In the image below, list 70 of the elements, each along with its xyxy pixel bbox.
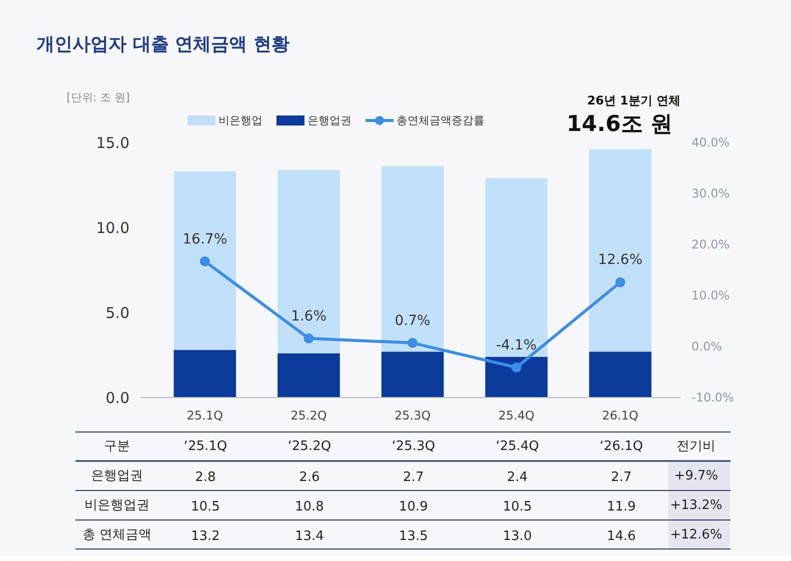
- bar: [174, 350, 236, 398]
- bar: [485, 356, 548, 398]
- bar: [278, 353, 340, 398]
- y-tick-label: 0.0: [106, 389, 130, 407]
- y2-tick-label: 0.0%: [692, 340, 722, 354]
- text: +12.6%: [670, 527, 722, 542]
- text: 총 연체금액: [82, 527, 152, 542]
- legend-label: 비은행업: [218, 114, 262, 127]
- y2-tick-label: 40.0%: [692, 136, 730, 150]
- data-label: 16.7%: [182, 231, 228, 248]
- data-label: 10.5: [502, 499, 532, 514]
- text: 비은행업권: [84, 498, 150, 513]
- bar: [589, 149, 652, 352]
- point: [511, 362, 522, 372]
- point: [408, 338, 418, 348]
- y2-tick-label: 30.0%: [692, 186, 730, 200]
- y2-tick-label: 10.0%: [692, 288, 730, 302]
- text: 14.6조 원: [566, 112, 672, 137]
- bar: [381, 166, 444, 352]
- data-label: 10.9: [398, 499, 428, 514]
- text: 13.2: [190, 528, 220, 544]
- data-label: 10.8: [294, 499, 324, 514]
- x-tick-label: 25.4Q: [498, 408, 535, 422]
- bar: [589, 352, 652, 398]
- text: 구분: [104, 438, 130, 454]
- y-tick-label: 5.0: [106, 304, 130, 322]
- y-axis-title: [단위: 조 원]: [66, 91, 130, 104]
- data-label: 0.7%: [394, 312, 430, 329]
- text: 전기비: [676, 438, 716, 454]
- data-label: 2.6: [299, 470, 320, 485]
- data-label: 12.6%: [598, 252, 643, 268]
- chart-title: 개인사업자 대출 연체금액 현황: [36, 34, 290, 55]
- data-label: 1.6%: [290, 308, 327, 324]
- x-tick-label: 25.2Q: [290, 408, 327, 422]
- bar: [278, 170, 340, 354]
- text: 13.0: [502, 528, 532, 544]
- text: ‘25.3Q: [392, 438, 436, 454]
- bar: [485, 178, 548, 357]
- x-tick-label: 25.1Q: [186, 408, 223, 422]
- point: [200, 256, 210, 266]
- legend-label: 총연체금액증감률: [396, 114, 484, 127]
- x-tick-label: 26.1Q: [602, 408, 638, 422]
- data-label: 11.9: [606, 499, 636, 514]
- text: ‘26.1Q: [600, 438, 643, 454]
- data-label: 10.5: [190, 499, 220, 514]
- legend-label: 은행업권: [308, 114, 352, 127]
- point: [304, 333, 314, 344]
- text: 14.6: [606, 528, 636, 544]
- text: 26년 1분기 연체: [587, 94, 680, 108]
- text: 은행업권: [91, 468, 144, 484]
- data-label: 2.7: [403, 470, 424, 485]
- point: [615, 277, 626, 288]
- y2-tick-label: 20.0%: [692, 238, 730, 252]
- x-tick-label: 25.3Q: [394, 408, 431, 422]
- text: ‘25.4Q: [496, 438, 540, 454]
- text: +9.7%: [674, 468, 718, 484]
- y2-tick-label: -10.0%: [692, 390, 734, 404]
- data-label: 2.4: [507, 470, 528, 485]
- y-tick-label: 10.0: [96, 219, 130, 237]
- text: 13.5: [398, 528, 428, 544]
- data-label: 2.7: [610, 470, 632, 485]
- text: ‘25.1Q: [184, 438, 228, 454]
- text: +13.2%: [670, 498, 722, 513]
- bar: [381, 352, 444, 398]
- data-label: 2.8: [195, 470, 216, 485]
- y-tick-label: 15.0: [96, 134, 130, 152]
- text: ‘25.2Q: [288, 438, 332, 454]
- data-label: -4.1%: [496, 337, 537, 354]
- bar: [174, 171, 236, 350]
- text: 13.4: [294, 528, 324, 544]
